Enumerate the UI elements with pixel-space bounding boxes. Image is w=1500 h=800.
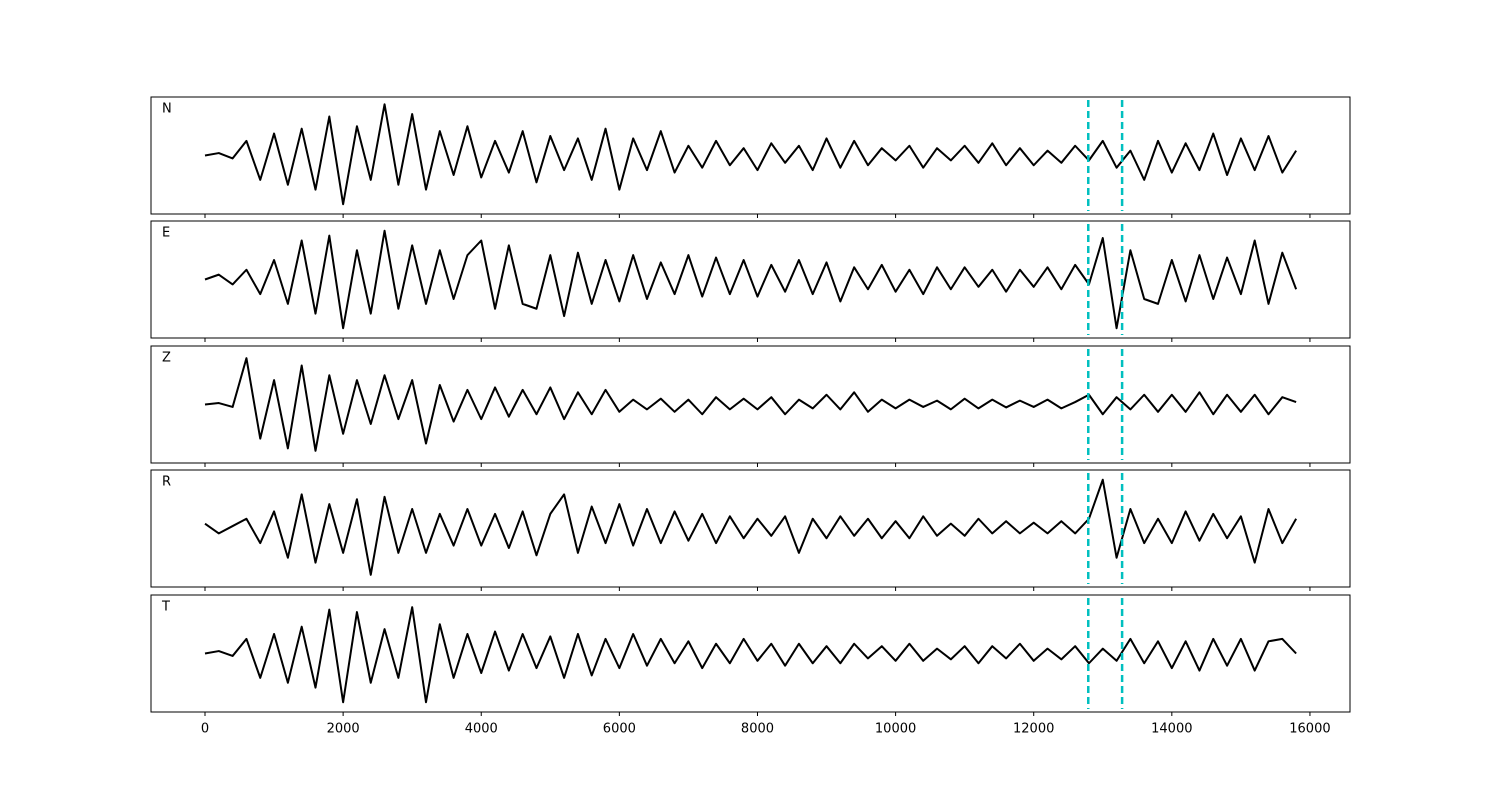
panel-frame <box>150 220 1351 339</box>
panel-label: Z <box>162 351 171 366</box>
waveform <box>204 103 1297 206</box>
waveform <box>204 357 1297 452</box>
panel-label: N <box>162 102 172 117</box>
x-tick-label: 16000 <box>1289 722 1330 737</box>
x-tick-label: 14000 <box>1151 722 1192 737</box>
panel-label: E <box>162 226 170 241</box>
waveform <box>204 606 1297 704</box>
x-tick-label: 8000 <box>741 722 774 737</box>
panel-frame <box>150 469 1351 588</box>
waveform <box>204 229 1298 330</box>
x-tick-label: 4000 <box>465 722 498 737</box>
panel-frame <box>150 96 1351 215</box>
x-tick-label: 10000 <box>875 722 916 737</box>
x-tick-label: 2000 <box>327 722 360 737</box>
x-tick-label: 12000 <box>1013 722 1054 737</box>
waveform <box>204 478 1298 576</box>
panel-frame <box>150 594 1351 713</box>
panel-label: R <box>162 475 171 490</box>
panel-frame <box>150 345 1351 464</box>
x-tick-label: 6000 <box>603 722 636 737</box>
x-tick-label: 0 <box>201 722 209 737</box>
panel-label: T <box>161 600 170 615</box>
